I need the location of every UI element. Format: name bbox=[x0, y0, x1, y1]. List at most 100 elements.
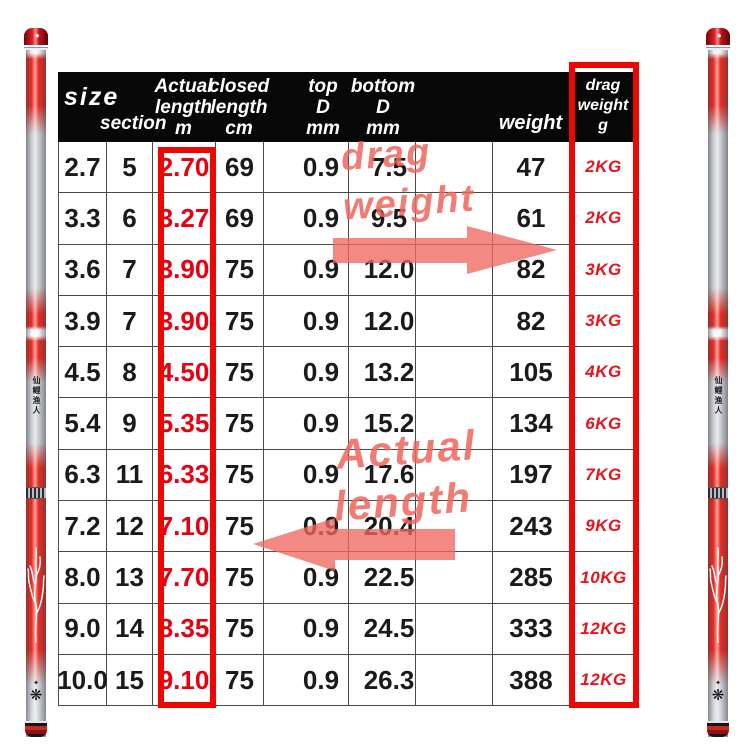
cell-weight: 243 bbox=[493, 501, 570, 553]
cell-closed: 75 bbox=[216, 244, 264, 296]
cell-actual: 8.35 bbox=[153, 603, 216, 655]
table-body: 2.7 5 2.70 69 0.9 7.5 47 2KG 3.3 6 3.27 69 0.9 9.5 61 2… bbox=[57, 142, 638, 707]
cell-section: 9 bbox=[107, 398, 153, 450]
cell-weight: 388 bbox=[493, 654, 570, 707]
fishing-rod-image-left: 仙鲤渔人 ✦ ❋ bbox=[24, 28, 48, 737]
header-size: size bbox=[64, 83, 120, 111]
cell-bottomd: 12.0 bbox=[349, 295, 416, 348]
rod-emblem-icon: ✦ ❋ bbox=[29, 680, 43, 704]
cell-bottomd: 22.5 bbox=[349, 552, 416, 604]
left-arrow-icon bbox=[253, 518, 455, 571]
header-weight: weight bbox=[498, 112, 563, 134]
cell-size: 3.9 bbox=[59, 295, 107, 348]
header-actual-length: Actual length m bbox=[154, 76, 213, 139]
cell-section: 8 bbox=[107, 347, 153, 399]
cell-bottomd: 26.3 bbox=[349, 654, 416, 707]
cell-section: 15 bbox=[107, 654, 153, 707]
cell-closed: 75 bbox=[216, 654, 264, 707]
annotation-drag: drag bbox=[339, 130, 433, 180]
cell-empty bbox=[416, 347, 493, 399]
cell-closed: 69 bbox=[216, 142, 264, 194]
cell-weight: 285 bbox=[493, 552, 570, 604]
cell-size: 3.6 bbox=[59, 244, 107, 296]
cell-closed: 75 bbox=[216, 603, 264, 655]
cell-weight: 82 bbox=[493, 295, 570, 348]
annotation-drag-weight: weight bbox=[341, 177, 477, 229]
rod-joint-band bbox=[26, 487, 46, 499]
cell-topd: 0.9 bbox=[264, 654, 349, 707]
header-drag-weight: drag weight g bbox=[577, 77, 629, 134]
cell-empty bbox=[416, 654, 493, 707]
cell-weight: 47 bbox=[493, 142, 570, 194]
rod-brand-text: 仙鲤渔人 bbox=[714, 376, 723, 416]
cell-section: 14 bbox=[107, 603, 153, 655]
cell-topd: 0.9 bbox=[264, 295, 349, 348]
cell-size: 3.3 bbox=[59, 193, 107, 245]
drag-weight-highlight-box bbox=[569, 62, 639, 708]
cell-closed: 75 bbox=[216, 347, 264, 399]
annotation-actual: Actual bbox=[334, 421, 478, 478]
cell-weight: 333 bbox=[493, 603, 570, 655]
cell-bottomd: 7.5 bbox=[349, 142, 416, 194]
cell-weight: 134 bbox=[493, 398, 570, 450]
actual-length-highlight-box bbox=[158, 147, 216, 708]
header-bottom-diameter: bottom D mm bbox=[350, 76, 416, 139]
rod-joint-band bbox=[708, 487, 728, 499]
cell-section: 7 bbox=[107, 295, 153, 348]
cell-size: 4.5 bbox=[59, 347, 107, 399]
rod-top-cap bbox=[24, 28, 48, 50]
cell-size: 9.0 bbox=[59, 603, 107, 655]
cell-topd: 0.9 bbox=[264, 347, 349, 399]
cell-section: 11 bbox=[107, 449, 153, 502]
rod-bottom-cap bbox=[707, 721, 729, 737]
cell-weight: 105 bbox=[493, 347, 570, 399]
cell-weight: 197 bbox=[493, 449, 570, 502]
rod-bottom-cap bbox=[25, 721, 47, 737]
cell-section: 7 bbox=[107, 244, 153, 296]
rod-body bbox=[26, 50, 46, 737]
right-arrow-icon bbox=[333, 226, 557, 274]
header-closed-length: closed length cm bbox=[209, 76, 270, 139]
cell-bottomd: 17.6 bbox=[349, 449, 416, 502]
table-header: size section Actual length m closed leng… bbox=[58, 72, 637, 142]
cell-bottomd: 13.2 bbox=[349, 347, 416, 399]
annotation-actual-length: length bbox=[332, 473, 474, 530]
rod-emblem-icon: ✦ ❋ bbox=[711, 680, 725, 704]
cell-topd: 0.9 bbox=[264, 142, 349, 194]
cell-closed: 75 bbox=[216, 552, 264, 604]
cell-size: 6.3 bbox=[59, 449, 107, 502]
cell-bottomd: 15.2 bbox=[349, 398, 416, 450]
header-section: section bbox=[100, 113, 167, 134]
cell-topd: 0.9 bbox=[264, 449, 349, 502]
cell-section: 6 bbox=[107, 193, 153, 245]
cell-empty bbox=[416, 142, 493, 194]
rod-coral-decoration-icon bbox=[27, 547, 45, 643]
cell-empty bbox=[416, 398, 493, 450]
cell-topd: 0.9 bbox=[264, 193, 349, 245]
cell-size: 10.0 bbox=[57, 654, 108, 707]
cell-size: 8.0 bbox=[59, 552, 107, 604]
cell-closed: 69 bbox=[216, 193, 264, 245]
cell-section: 13 bbox=[107, 552, 153, 604]
cell-topd: 0.9 bbox=[264, 398, 349, 450]
cell-empty bbox=[416, 449, 493, 502]
cell-size: 7.2 bbox=[59, 501, 107, 553]
cell-closed: 75 bbox=[216, 398, 264, 450]
cell-section: 5 bbox=[107, 142, 153, 194]
cell-size: 5.4 bbox=[59, 398, 107, 450]
cell-closed: 75 bbox=[216, 449, 264, 502]
cell-topd: 0.9 bbox=[264, 603, 349, 655]
cell-bottomd: 9.5 bbox=[349, 193, 416, 245]
rod-body bbox=[708, 50, 728, 737]
cell-actual: 5.35 bbox=[153, 398, 216, 450]
rod-coral-decoration-icon bbox=[709, 547, 727, 643]
cell-closed: 75 bbox=[216, 295, 264, 348]
rod-brand-text: 仙鲤渔人 bbox=[32, 376, 41, 416]
cell-empty bbox=[416, 295, 493, 348]
header-top-diameter: top D mm bbox=[306, 76, 340, 139]
cell-empty bbox=[416, 603, 493, 655]
cell-actual: 7.10 bbox=[153, 501, 216, 553]
fishing-rod-image-right: 仙鲤渔人 ✦ ❋ bbox=[706, 28, 730, 737]
cell-bottomd: 24.5 bbox=[349, 603, 416, 655]
cell-empty bbox=[416, 552, 493, 604]
